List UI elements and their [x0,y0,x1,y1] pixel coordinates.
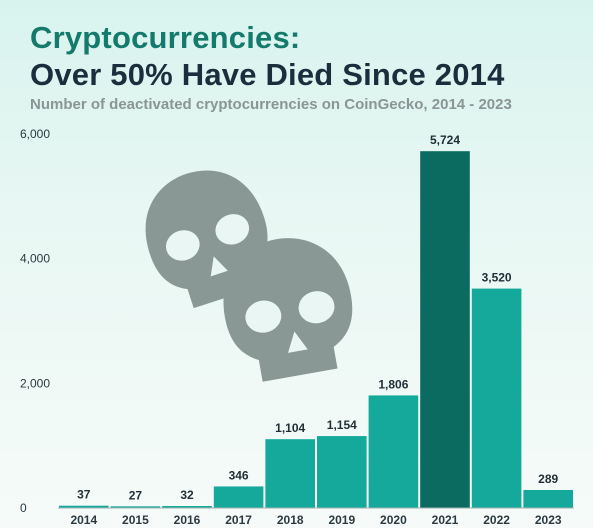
x-tick-label: 2017 [225,513,252,527]
x-tick-label: 2019 [328,513,355,527]
bar-2023 [523,489,573,508]
bar-2016 [162,506,212,508]
x-tick-label: 2022 [483,513,510,527]
chart-title-line1: Cryptocurrencies: [30,20,301,55]
x-axis: 2014 2015 2016 2017 2018 2019 2020 2021 2022 2023 [58,507,574,527]
data-label: 346 [229,468,249,482]
y-tick-label: 0 [20,501,27,515]
data-label: 3,520 [482,271,512,285]
bar-2022 [471,288,522,508]
data-label: 1,806 [378,377,408,391]
data-label: 1,104 [275,421,305,435]
bars: 37 27 32 346 1,104 1,154 1,806 5,724 3,520 289 [59,133,573,509]
y-axis: 0 2,000 4,000 6,000 [20,127,50,515]
data-label: 37 [77,488,91,502]
y-tick-label: 4,000 [20,252,50,266]
x-tick-label: 2015 [122,513,149,527]
data-label: 1,154 [327,418,357,432]
x-tick-label: 2021 [432,513,459,527]
bar-2015 [110,506,161,508]
bar-2020 [368,395,419,508]
bar-2018 [265,439,315,508]
data-label: 32 [180,488,194,502]
bar-2017 [213,486,264,508]
x-tick-label: 2016 [174,513,201,527]
data-label: 5,724 [430,133,460,147]
bar-2021 [420,151,470,509]
chart-subtitle: Number of deactivated cryptocurrencies o… [30,96,512,113]
bar-2019 [317,436,367,508]
x-tick-label: 2018 [277,513,304,527]
bar-2014 [59,505,109,508]
skull-icon [223,238,353,382]
data-label: 27 [129,488,143,502]
data-label: 289 [538,472,558,486]
x-tick-label: 2014 [70,513,97,527]
y-tick-label: 2,000 [20,376,50,390]
x-tick-label: 2023 [535,513,562,527]
chart-title-line2: Over 50% Have Died Since 2014 [30,57,505,92]
y-tick-label: 6,000 [20,127,50,141]
x-tick-label: 2020 [380,513,407,527]
